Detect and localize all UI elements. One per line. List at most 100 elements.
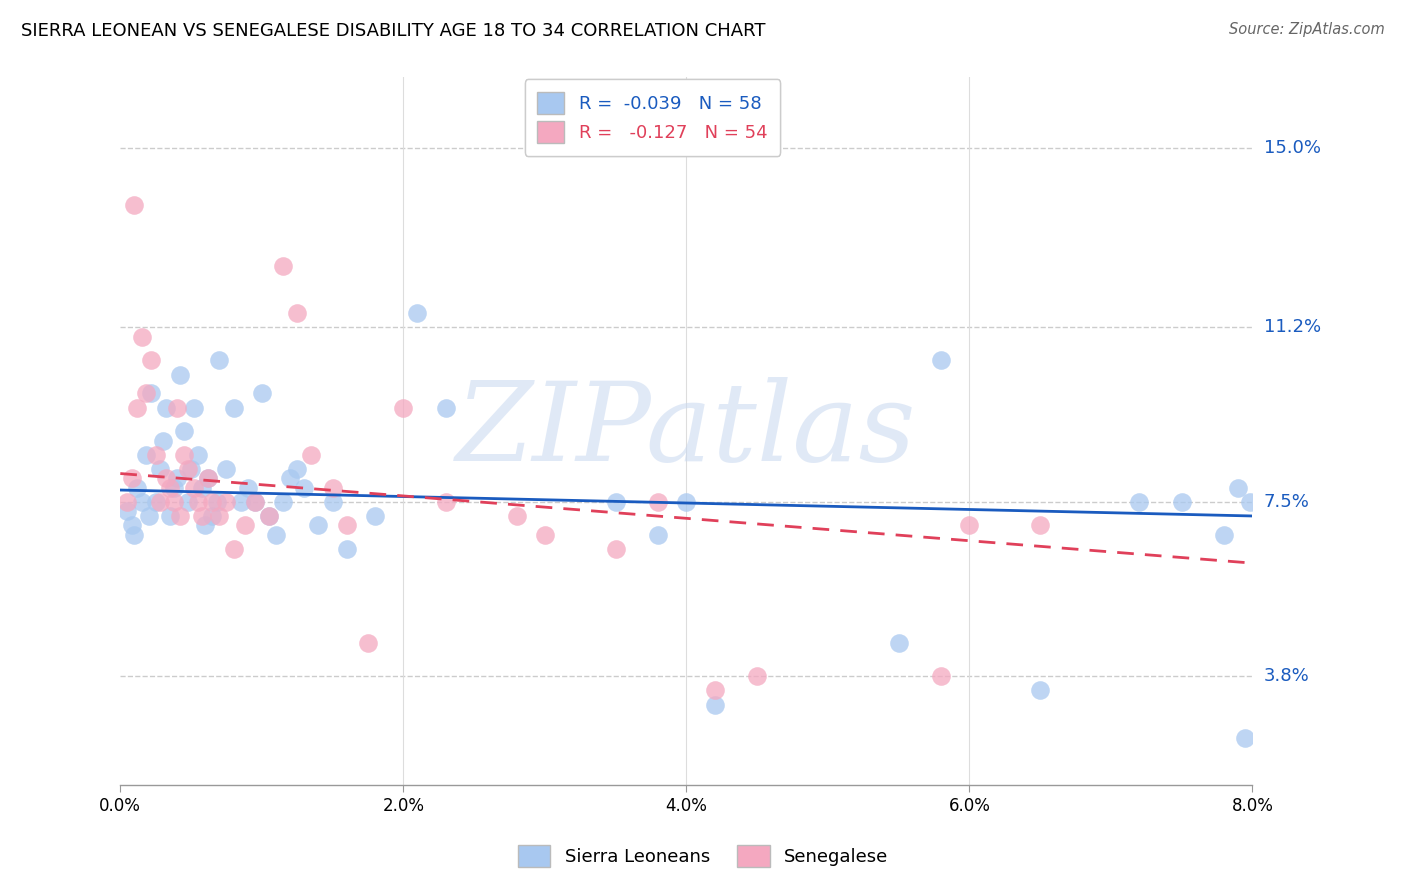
Point	[703, 698, 725, 712]
Point	[177, 495, 200, 509]
Point	[364, 508, 387, 523]
Point	[121, 518, 143, 533]
Point	[292, 481, 315, 495]
Point	[534, 528, 557, 542]
Point	[307, 518, 329, 533]
Point	[278, 471, 301, 485]
Point	[141, 353, 163, 368]
Point	[138, 508, 160, 523]
Point	[163, 495, 186, 509]
Point	[222, 401, 245, 415]
Point	[929, 353, 952, 368]
Point	[127, 481, 149, 495]
Text: 7.5%: 7.5%	[1264, 492, 1309, 511]
Point	[1213, 528, 1236, 542]
Point	[135, 448, 157, 462]
Point	[243, 495, 266, 509]
Legend: R =  -0.039   N = 58, R =   -0.127   N = 54: R = -0.039 N = 58, R = -0.127 N = 54	[524, 79, 780, 156]
Point	[159, 481, 181, 495]
Point	[169, 368, 191, 382]
Point	[121, 471, 143, 485]
Point	[703, 683, 725, 698]
Point	[194, 518, 217, 533]
Text: Source: ZipAtlas.com: Source: ZipAtlas.com	[1229, 22, 1385, 37]
Point	[159, 508, 181, 523]
Point	[117, 495, 139, 509]
Point	[155, 471, 177, 485]
Point	[434, 401, 457, 415]
Point	[222, 541, 245, 556]
Point	[127, 401, 149, 415]
Point	[201, 495, 224, 509]
Point	[166, 471, 188, 485]
Point	[271, 495, 294, 509]
Point	[605, 541, 627, 556]
Point	[124, 528, 146, 542]
Point	[647, 495, 669, 509]
Point	[887, 636, 910, 650]
Point	[169, 508, 191, 523]
Text: ZIPatlas: ZIPatlas	[456, 377, 917, 485]
Point	[208, 508, 231, 523]
Text: 15.0%: 15.0%	[1264, 139, 1320, 157]
Point	[336, 518, 359, 533]
Point	[208, 353, 231, 368]
Point	[1239, 495, 1261, 509]
Point	[929, 669, 952, 683]
Point	[131, 495, 153, 509]
Point	[250, 386, 273, 401]
Text: 3.8%: 3.8%	[1264, 667, 1309, 685]
Point	[322, 481, 344, 495]
Point	[1029, 683, 1052, 698]
Point	[257, 508, 280, 523]
Point	[177, 462, 200, 476]
Point	[117, 504, 139, 518]
Point	[215, 495, 238, 509]
Point	[135, 386, 157, 401]
Point	[299, 448, 322, 462]
Point	[166, 401, 188, 415]
Point	[145, 495, 167, 509]
Point	[1170, 495, 1192, 509]
Point	[180, 462, 202, 476]
Point	[236, 481, 259, 495]
Point	[187, 495, 209, 509]
Point	[163, 481, 186, 495]
Point	[406, 306, 429, 320]
Point	[191, 481, 214, 495]
Point	[205, 495, 228, 509]
Point	[392, 401, 415, 415]
Point	[131, 330, 153, 344]
Point	[233, 518, 256, 533]
Point	[187, 448, 209, 462]
Point	[201, 508, 224, 523]
Point	[141, 386, 163, 401]
Point	[173, 448, 195, 462]
Point	[605, 495, 627, 509]
Point	[1029, 518, 1052, 533]
Point	[357, 636, 380, 650]
Point	[647, 528, 669, 542]
Point	[336, 541, 359, 556]
Text: 11.2%: 11.2%	[1264, 318, 1320, 336]
Point	[322, 495, 344, 509]
Point	[675, 495, 697, 509]
Point	[264, 528, 287, 542]
Point	[215, 462, 238, 476]
Point	[173, 424, 195, 438]
Point	[124, 198, 146, 212]
Point	[1234, 731, 1257, 745]
Point	[152, 434, 174, 448]
Text: SIERRA LEONEAN VS SENEGALESE DISABILITY AGE 18 TO 34 CORRELATION CHART: SIERRA LEONEAN VS SENEGALESE DISABILITY …	[21, 22, 766, 40]
Point	[1128, 495, 1150, 509]
Point	[285, 462, 308, 476]
Point	[191, 508, 214, 523]
Point	[434, 495, 457, 509]
Legend: Sierra Leoneans, Senegalese: Sierra Leoneans, Senegalese	[510, 838, 896, 874]
Point	[243, 495, 266, 509]
Point	[271, 259, 294, 273]
Point	[149, 495, 172, 509]
Point	[505, 508, 527, 523]
Point	[155, 401, 177, 415]
Point	[149, 462, 172, 476]
